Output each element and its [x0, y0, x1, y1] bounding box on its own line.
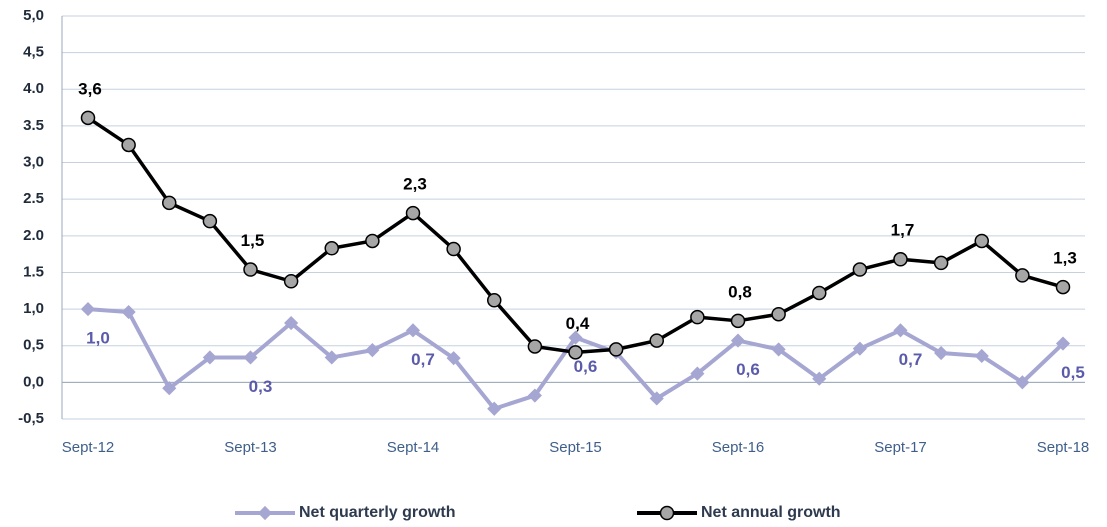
marker: [121, 137, 136, 153]
marker: [812, 371, 827, 386]
y-tick-label: 1.5: [23, 263, 44, 280]
data-label: 2,3: [403, 175, 427, 194]
marker: [730, 333, 746, 348]
marker: [568, 330, 583, 345]
marker: [121, 304, 136, 320]
data-label: 0,6: [574, 357, 598, 376]
marker: [405, 323, 421, 338]
marker: [690, 309, 705, 325]
x-tick-label: Sept-13: [224, 439, 277, 456]
x-tick-label: Sept-12: [62, 439, 115, 456]
marker: [934, 345, 949, 361]
marker: [202, 350, 217, 365]
marker: [324, 241, 339, 256]
marker: [812, 285, 827, 301]
marker: [608, 342, 624, 357]
x-tick-label: Sept-18: [1037, 439, 1090, 456]
data-label: 1,5: [241, 231, 265, 250]
marker: [690, 366, 705, 381]
y-tick-label: 3.5: [23, 117, 44, 134]
data-label: 0,3: [249, 377, 273, 396]
marker: [365, 233, 380, 249]
marker: [80, 302, 96, 317]
marker: [243, 350, 258, 365]
marker: [1055, 279, 1071, 295]
data-label: 3,6: [78, 79, 102, 98]
y-tick-label: 2.0: [23, 227, 44, 244]
marker: [771, 306, 786, 322]
marker: [893, 252, 908, 267]
marker: [405, 205, 421, 221]
y-tick-label: -0,5: [18, 410, 44, 427]
marker: [446, 351, 461, 366]
legend-marker: [257, 505, 273, 521]
data-label: 0,4: [566, 314, 590, 333]
y-tick-label: 4,5: [23, 44, 44, 61]
marker: [162, 195, 177, 211]
marker: [649, 333, 664, 348]
marker: [649, 391, 664, 406]
marker: [893, 323, 908, 338]
data-label: 1,3: [1053, 249, 1077, 268]
marker: [527, 388, 542, 403]
x-tick-label: Sept-17: [874, 439, 927, 456]
marker: [1015, 375, 1030, 390]
marker: [284, 315, 299, 331]
y-tick-label: 3,0: [23, 154, 44, 171]
marker: [487, 401, 502, 416]
marker: [568, 345, 583, 360]
marker: [487, 293, 502, 308]
y-tick-label: 2.5: [23, 190, 44, 207]
data-label: 1,0: [86, 329, 110, 348]
marker: [852, 262, 868, 277]
data-label: 0,6: [736, 360, 760, 379]
marker: [974, 233, 989, 249]
marker: [974, 348, 989, 364]
data-label: 0,7: [899, 350, 923, 369]
marker: [324, 350, 339, 365]
y-tick-label: 0,5: [23, 337, 44, 354]
marker: [852, 341, 867, 356]
x-tick-label: Sept-14: [387, 439, 440, 456]
marker: [1015, 268, 1030, 283]
legend-label: Net annual growth: [701, 504, 841, 521]
marker: [365, 343, 380, 358]
marker: [446, 241, 461, 257]
marker: [80, 110, 96, 126]
legend-marker: [659, 505, 675, 521]
marker: [202, 213, 218, 229]
marker: [162, 381, 177, 396]
data-label: 1,7: [891, 221, 915, 240]
y-tick-label: 0,0: [23, 373, 44, 390]
x-tick-label: Sept-16: [712, 439, 765, 456]
marker: [283, 273, 299, 289]
marker: [243, 262, 258, 277]
marker: [527, 339, 543, 354]
marker: [730, 313, 746, 329]
marker: [1055, 336, 1071, 351]
y-tick-label: 5,0: [23, 7, 44, 24]
x-tick-label: Sept-15: [549, 439, 602, 456]
y-tick-label: 1,0: [23, 300, 44, 317]
marker: [933, 255, 949, 271]
y-tick-label: 4.0: [23, 80, 44, 97]
legend-label: Net quarterly growth: [299, 504, 455, 521]
data-label: 0,8: [728, 282, 752, 301]
data-label: 0,7: [411, 350, 435, 369]
data-label: 0,5: [1061, 363, 1085, 382]
marker: [771, 342, 786, 357]
